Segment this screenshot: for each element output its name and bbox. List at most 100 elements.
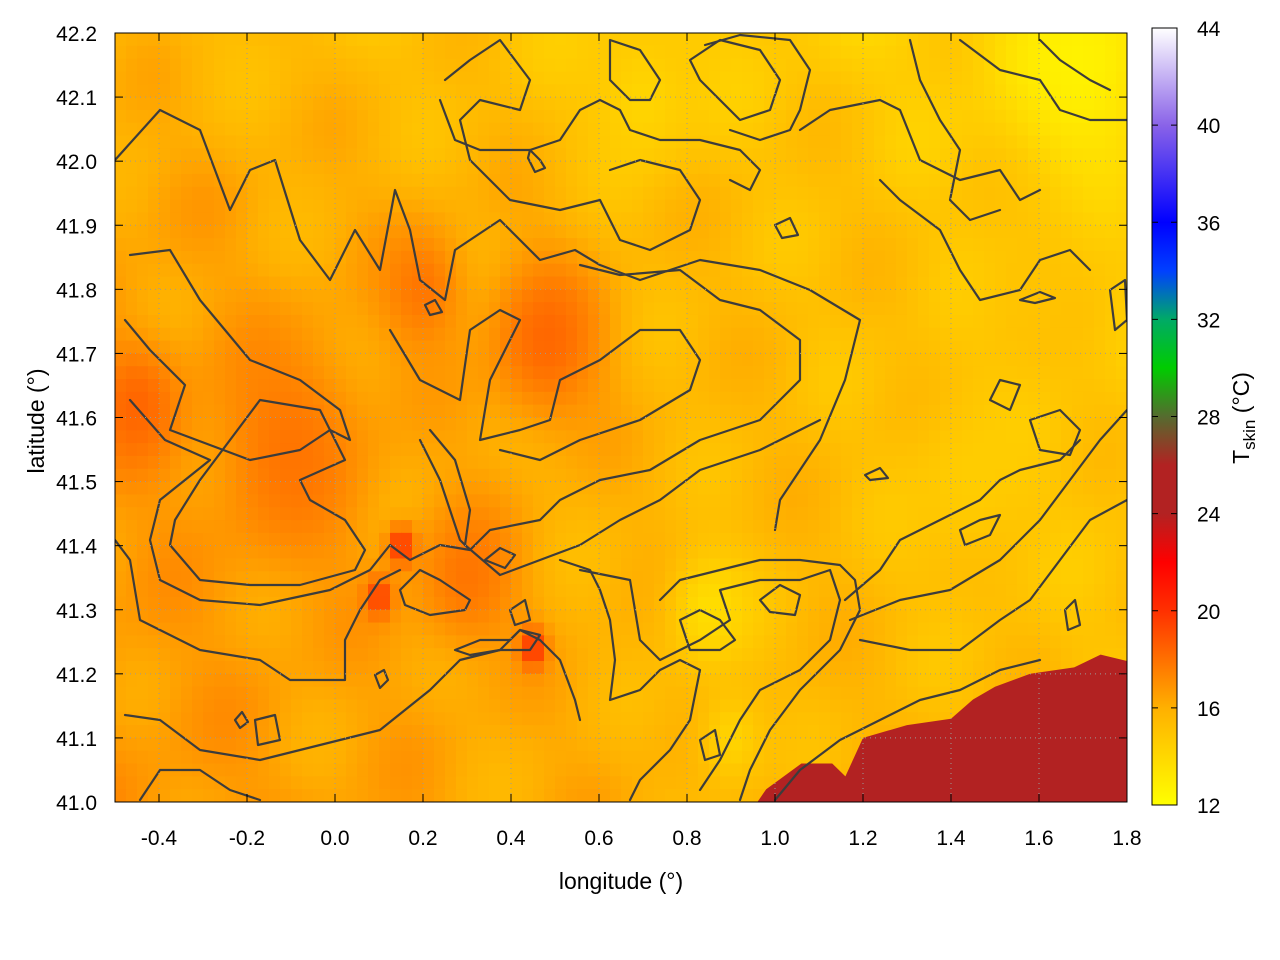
heatmap-cell bbox=[808, 148, 820, 162]
heatmap-cell bbox=[665, 84, 677, 98]
heatmap-cell bbox=[775, 97, 787, 111]
heatmap-cell bbox=[313, 366, 325, 380]
heatmap-cell bbox=[566, 532, 578, 547]
heatmap-cell bbox=[346, 391, 358, 406]
heatmap-cell bbox=[687, 712, 699, 726]
heatmap-cell bbox=[258, 661, 270, 675]
heatmap-cell bbox=[511, 109, 523, 124]
heatmap-cell bbox=[973, 468, 985, 483]
heatmap-cell bbox=[214, 609, 226, 624]
heatmap-cell bbox=[247, 443, 259, 457]
heatmap-cell bbox=[159, 532, 171, 547]
heatmap-cell bbox=[368, 532, 380, 547]
heatmap-cell bbox=[478, 520, 490, 534]
heatmap-cell bbox=[566, 584, 578, 598]
heatmap-cell bbox=[522, 404, 534, 419]
heatmap-cell bbox=[1006, 379, 1018, 393]
heatmap-cell bbox=[148, 443, 160, 457]
heatmap-cell bbox=[720, 161, 732, 175]
heatmap-cell bbox=[885, 199, 897, 214]
heatmap-cell bbox=[676, 173, 688, 188]
heatmap-cell bbox=[599, 468, 611, 483]
heatmap-cell bbox=[951, 109, 963, 124]
heatmap-cell bbox=[302, 173, 314, 188]
heatmap-cell bbox=[588, 353, 600, 367]
heatmap-cell bbox=[390, 199, 402, 214]
heatmap-cell bbox=[291, 122, 303, 137]
heatmap-cell bbox=[929, 494, 941, 508]
heatmap-cell bbox=[445, 238, 457, 252]
heatmap-cell bbox=[973, 135, 985, 149]
heatmap-cell bbox=[500, 58, 512, 73]
heatmap-cell bbox=[731, 148, 743, 162]
heatmap-cell bbox=[1105, 455, 1117, 470]
heatmap-cell bbox=[126, 622, 138, 636]
heatmap-cell bbox=[214, 635, 226, 649]
heatmap-cell bbox=[192, 340, 204, 355]
heatmap-cell bbox=[852, 712, 864, 726]
heatmap-cell bbox=[918, 173, 930, 188]
heatmap-cell bbox=[698, 340, 710, 355]
heatmap-cell bbox=[302, 584, 314, 598]
heatmap-cell bbox=[918, 109, 930, 124]
heatmap-cell bbox=[478, 661, 490, 675]
heatmap-cell bbox=[390, 417, 402, 431]
heatmap-cell bbox=[665, 135, 677, 149]
heatmap-cell bbox=[1039, 532, 1051, 547]
heatmap-cell bbox=[797, 238, 809, 252]
heatmap-cell bbox=[291, 33, 303, 47]
heatmap-cell bbox=[1017, 430, 1029, 444]
heatmap-cell bbox=[192, 584, 204, 598]
heatmap-cell bbox=[357, 71, 369, 85]
heatmap-cell bbox=[401, 250, 413, 265]
heatmap-cell bbox=[269, 468, 281, 483]
heatmap-cell bbox=[885, 468, 897, 483]
heatmap-cell bbox=[1017, 443, 1029, 457]
heatmap-cell bbox=[511, 545, 523, 560]
heatmap-cell bbox=[709, 455, 721, 470]
heatmap-cell bbox=[445, 391, 457, 406]
heatmap-cell bbox=[423, 314, 435, 329]
heatmap-cell bbox=[390, 404, 402, 419]
heatmap-cell bbox=[401, 71, 413, 85]
heatmap-cell bbox=[819, 250, 831, 265]
heatmap-cell bbox=[533, 622, 545, 636]
heatmap-cell bbox=[324, 122, 336, 137]
heatmap-cell bbox=[1050, 45, 1062, 60]
heatmap-cell bbox=[731, 71, 743, 85]
heatmap-cell bbox=[742, 97, 754, 111]
heatmap-cell bbox=[819, 468, 831, 483]
heatmap-cell bbox=[511, 596, 523, 611]
heatmap-cell bbox=[445, 148, 457, 162]
heatmap-cell bbox=[852, 404, 864, 419]
heatmap-cell bbox=[951, 186, 963, 201]
heatmap-cell bbox=[885, 250, 897, 265]
heatmap-cell bbox=[1050, 276, 1062, 290]
heatmap-cell bbox=[819, 314, 831, 329]
heatmap-cell bbox=[610, 186, 622, 201]
heatmap-cell bbox=[467, 622, 479, 636]
heatmap-cell bbox=[280, 212, 292, 226]
heatmap-cell bbox=[896, 250, 908, 265]
heatmap-cell bbox=[808, 430, 820, 444]
heatmap-cell bbox=[885, 135, 897, 149]
heatmap-cell bbox=[181, 673, 193, 688]
heatmap-cell bbox=[1006, 673, 1018, 688]
heatmap-cell bbox=[951, 250, 963, 265]
heatmap-cell bbox=[775, 622, 787, 636]
heatmap-cell bbox=[731, 366, 743, 380]
heatmap-cell bbox=[302, 84, 314, 98]
heatmap-cell bbox=[522, 622, 534, 636]
heatmap-cell bbox=[720, 430, 732, 444]
heatmap-cell bbox=[346, 135, 358, 149]
heatmap-cell bbox=[819, 481, 831, 495]
heatmap-cell bbox=[313, 622, 325, 636]
heatmap-cell bbox=[731, 545, 743, 560]
heatmap-cell bbox=[819, 507, 831, 521]
heatmap-cell bbox=[379, 596, 391, 611]
heatmap-cell bbox=[1028, 327, 1040, 342]
heatmap-cell bbox=[181, 532, 193, 547]
heatmap-cell bbox=[533, 596, 545, 611]
heatmap-cell bbox=[940, 673, 952, 688]
heatmap-cell bbox=[434, 494, 446, 508]
